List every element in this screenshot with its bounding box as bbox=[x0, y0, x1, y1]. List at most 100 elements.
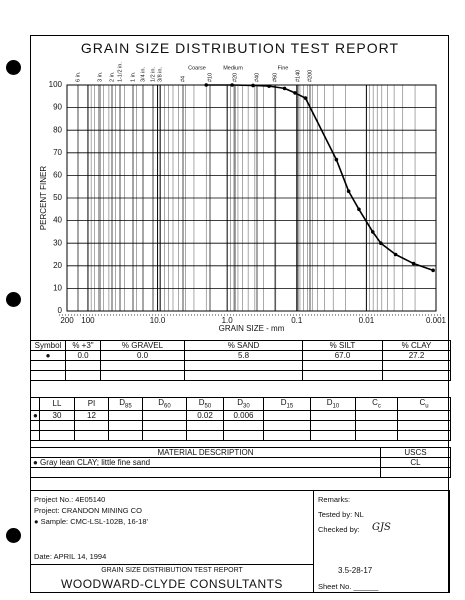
empty-cell bbox=[382, 360, 451, 371]
empty-cell bbox=[142, 419, 187, 431]
empty-cell bbox=[74, 419, 109, 431]
empty-cell bbox=[302, 360, 383, 371]
figure-number: 3.5-28-17 bbox=[338, 566, 373, 575]
data-point bbox=[204, 83, 209, 87]
empty-cell bbox=[108, 429, 143, 441]
empty-cell bbox=[184, 360, 303, 371]
sieve-label: 6 in. bbox=[75, 71, 81, 82]
empty-cell bbox=[263, 429, 311, 441]
empty-cell bbox=[310, 429, 356, 441]
column-header: D85 bbox=[108, 397, 143, 411]
empty-row bbox=[30, 419, 451, 431]
data-point bbox=[357, 207, 361, 212]
data-point bbox=[230, 83, 234, 87]
empty-cell bbox=[142, 429, 187, 441]
column-header: PI bbox=[74, 397, 109, 411]
y-tick-label: 20 bbox=[53, 261, 62, 270]
tested-by: Tested by: NL bbox=[318, 510, 364, 519]
column-header: % SILT bbox=[302, 340, 383, 351]
project-name: Project: CRANDON MINING CO bbox=[34, 506, 142, 515]
empty-cell bbox=[39, 429, 75, 441]
cell: ● bbox=[30, 409, 40, 421]
cell: 5.8 bbox=[184, 350, 303, 361]
signature: GJS bbox=[372, 522, 391, 533]
cell bbox=[355, 409, 398, 421]
properties-table: LL PI D85 D60 D50 D30 D15 D10 Cc Cu ● 30 12 0.02 0.006 bbox=[30, 397, 451, 441]
y-tick-label: 40 bbox=[53, 216, 62, 225]
column-header: LL bbox=[39, 397, 75, 411]
cell: CL bbox=[380, 457, 451, 468]
empty-cell bbox=[39, 419, 75, 431]
header-row: LL PI D85 D60 D50 D30 D15 D10 Cc Cu bbox=[30, 397, 451, 411]
cell: 0.0 bbox=[65, 350, 101, 361]
empty-cell bbox=[186, 429, 224, 441]
data-point bbox=[431, 268, 435, 273]
x-tick-label: 10.0 bbox=[150, 316, 166, 325]
empty-row bbox=[30, 467, 451, 478]
x-tick-label: 100 bbox=[81, 316, 95, 325]
footer-report: GRAIN SIZE DISTRIBUTION TEST REPORT bbox=[101, 567, 243, 574]
data-point bbox=[379, 241, 383, 245]
empty-cell bbox=[263, 419, 311, 431]
column-header: USCS bbox=[380, 447, 451, 458]
column-header: Cu bbox=[397, 397, 451, 411]
sieve-label: #40 bbox=[254, 73, 260, 82]
cell bbox=[142, 409, 187, 421]
remarks: Remarks: bbox=[318, 495, 351, 504]
data-row: ● 30 12 0.02 0.006 bbox=[30, 409, 451, 421]
column-header: % CLAY bbox=[382, 340, 451, 351]
empty-cell bbox=[186, 419, 224, 431]
y-tick-label: 0 bbox=[58, 306, 63, 315]
sieve-label: #200 bbox=[307, 70, 313, 82]
empty-cell bbox=[223, 429, 264, 441]
empty-cell bbox=[380, 467, 451, 478]
cell: 0.006 bbox=[223, 409, 264, 421]
data-point bbox=[411, 261, 416, 266]
y-tick-label: 10 bbox=[53, 284, 62, 293]
column-header bbox=[30, 397, 40, 411]
column-header: MATERIAL DESCRIPTION bbox=[30, 447, 381, 458]
empty-cell bbox=[382, 370, 451, 381]
data-point bbox=[293, 91, 297, 95]
empty-cell bbox=[108, 419, 143, 431]
sieve-label: #60 bbox=[272, 73, 278, 82]
size-range-label: Fine bbox=[278, 65, 289, 71]
sieve-label: 3/8 in. bbox=[157, 67, 163, 82]
size-range-label: Coarse bbox=[188, 65, 206, 71]
punch-hole bbox=[6, 528, 21, 543]
empty-cell bbox=[397, 429, 451, 441]
column-header: D15 bbox=[263, 397, 311, 411]
cell: ● Gray lean CLAY; little fine sand bbox=[30, 457, 381, 468]
size-range-label: Medium bbox=[223, 65, 243, 71]
y-tick-label: 50 bbox=[53, 193, 62, 202]
empty-cell bbox=[223, 419, 264, 431]
empty-cell bbox=[30, 467, 381, 478]
data-row: ● 0.0 0.0 5.8 67.0 27.2 bbox=[30, 350, 451, 361]
column-header: % GRAVEL bbox=[100, 340, 185, 351]
empty-cell bbox=[184, 370, 303, 381]
material-table: MATERIAL DESCRIPTION USCS ● Gray lean CLAY… bbox=[30, 447, 451, 478]
empty-cell bbox=[30, 429, 40, 441]
cell bbox=[108, 409, 143, 421]
sieve-label: 1 in. bbox=[130, 71, 136, 82]
x-tick-label: 0.001 bbox=[426, 316, 447, 325]
cell: 0.02 bbox=[186, 409, 224, 421]
empty-cell bbox=[30, 370, 66, 381]
header-row: MATERIAL DESCRIPTION USCS bbox=[30, 447, 451, 458]
sieve-label: #4 bbox=[180, 76, 186, 82]
y-axis-label: PERCENT FINER bbox=[39, 166, 48, 231]
y-tick-label: 80 bbox=[53, 125, 62, 134]
cell: 27.2 bbox=[382, 350, 451, 361]
gradation-table: Symbol% +3"% GRAVEL% SAND% SILT% CLAY ● 0.… bbox=[30, 340, 451, 381]
remarks-box bbox=[313, 490, 450, 593]
x-tick-label: 0.01 bbox=[359, 316, 375, 325]
column-header: % +3" bbox=[65, 340, 101, 351]
cell: 67.0 bbox=[302, 350, 383, 361]
company: WOODWARD-CLYDE CONSULTANTS bbox=[61, 577, 283, 591]
footer-box bbox=[30, 564, 314, 593]
x-axis-label: GRAIN SIZE - mm bbox=[219, 324, 285, 333]
cell bbox=[310, 409, 356, 421]
x-tick-label: 0.1 bbox=[291, 316, 303, 325]
punch-hole bbox=[6, 60, 21, 75]
y-tick-label: 60 bbox=[53, 171, 62, 180]
